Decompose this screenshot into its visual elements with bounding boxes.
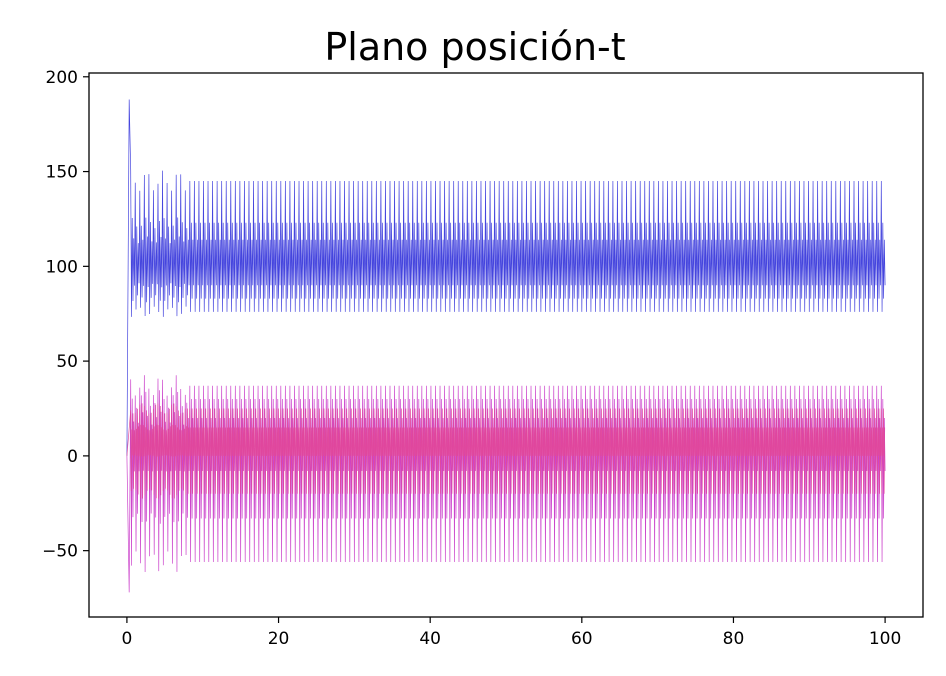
x-tick-label: 0 [121,629,132,649]
y-axis: −50 0 50 100 150 200 [42,68,89,562]
series-line-3 [126,403,886,499]
x-tick-label: 40 [419,629,441,649]
plot-frame [88,72,924,618]
x-tick-label: 60 [571,629,593,649]
y-tick-label: −50 [42,542,78,562]
x-axis: 0 20 40 60 80 100 [121,617,901,649]
y-tick-label: 0 [67,447,78,467]
x-tick-label: 20 [268,629,290,649]
y-tick-label: 150 [46,163,78,183]
x-tick-label: 80 [723,629,745,649]
x-tick-label: 100 [869,629,901,649]
y-tick-label: 50 [56,352,78,372]
chart-title: Plano posición-t [324,25,625,69]
y-tick-label: 100 [46,257,78,277]
series-lines [126,99,886,593]
y-tick-label: 200 [46,68,78,88]
series-line-1 [126,99,886,456]
